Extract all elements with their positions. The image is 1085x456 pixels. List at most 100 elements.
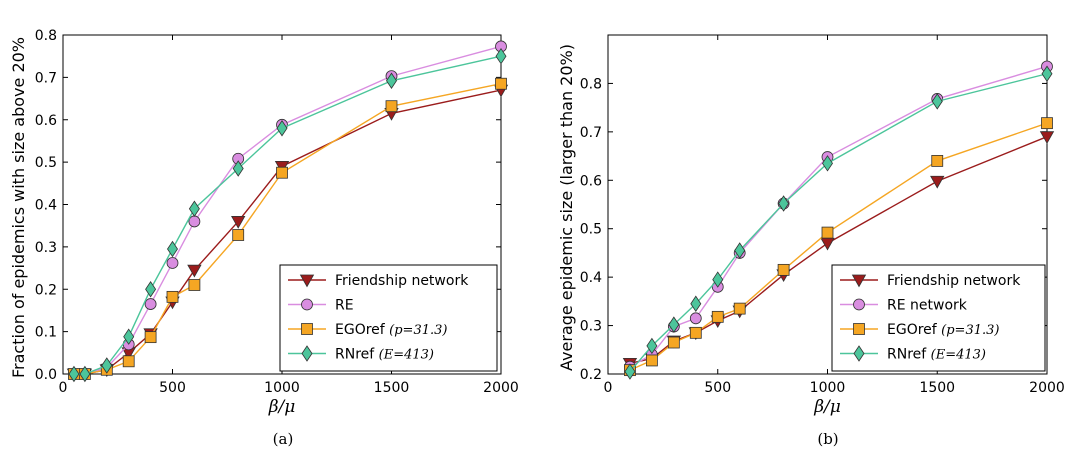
data-point <box>187 264 202 278</box>
legend: Friendship network RE EGOref (p=31.3) RNref… <box>279 264 498 372</box>
data-point <box>1041 65 1053 82</box>
legend-marker <box>851 274 867 288</box>
series-line <box>629 65 1048 368</box>
x-tick-label: 1500 <box>919 380 955 396</box>
legend-label: Friendship network <box>335 273 469 289</box>
data-point <box>122 355 135 368</box>
y-tick-label: 0.4 <box>580 270 602 286</box>
y-tick-label: 0.5 <box>580 222 602 238</box>
x-axis-label: β/μ <box>813 397 841 417</box>
series-line <box>629 136 1048 365</box>
series-3 <box>624 117 1053 377</box>
data-point <box>931 155 944 167</box>
legend-label: Friendship network <box>887 273 1021 289</box>
x-tick-label: 500 <box>159 380 186 396</box>
data-point <box>624 363 636 380</box>
legend-label: EGOref (p=31.3) <box>335 322 447 338</box>
y-tick-label: 0.2 <box>580 367 602 383</box>
y-tick-label: 0.7 <box>35 70 57 86</box>
legend-marker <box>853 345 865 362</box>
legend-marker <box>853 323 865 335</box>
x-tick-label: 1000 <box>264 380 300 396</box>
y-tick-label: 0.3 <box>35 240 57 256</box>
data-point <box>690 295 702 312</box>
data-point <box>144 298 157 310</box>
series-4 <box>68 47 507 383</box>
data-point <box>1039 131 1055 145</box>
series-4 <box>624 65 1053 380</box>
legend-label: RE <box>335 298 354 314</box>
x-axis-label: β/μ <box>268 397 296 417</box>
panel-caption: (a) <box>273 430 294 448</box>
y-tick-label: 0.5 <box>35 155 57 171</box>
legend-marker <box>301 345 313 362</box>
x-tick-label: 0 <box>59 380 68 396</box>
x-tick-label: 1500 <box>374 380 410 396</box>
x-tick-label: 1000 <box>810 380 846 396</box>
y-tick-label: 0.0 <box>35 367 57 383</box>
x-tick-label: 500 <box>704 380 731 396</box>
legend-label: RE network <box>887 298 968 314</box>
data-point <box>931 93 943 110</box>
data-point <box>144 331 157 344</box>
x-tick-label: 0 <box>604 380 613 396</box>
data-point <box>232 229 245 241</box>
legend-label: RNref (E=413) <box>335 347 434 363</box>
panel-b: 0 500 1000 1500 2000 0.2 0.3 0.4 0.5 0.6 0.7 0.8 β/μ… <box>557 34 1065 448</box>
y-tick-label: 0.6 <box>35 113 57 129</box>
data-point <box>689 312 702 325</box>
data-point <box>188 215 201 228</box>
y-axis-label: Fraction of epidemics with size above 20… <box>9 37 28 378</box>
data-point <box>167 240 178 258</box>
data-point <box>188 279 201 291</box>
data-point <box>1041 117 1053 130</box>
data-point <box>68 365 80 383</box>
data-point <box>646 354 658 367</box>
data-point <box>123 328 135 345</box>
panel-caption: (b) <box>817 430 838 448</box>
legend-marker <box>299 274 315 288</box>
data-point <box>495 47 507 65</box>
y-tick-label: 0.2 <box>35 282 57 298</box>
data-point <box>689 326 702 339</box>
data-point <box>777 263 790 276</box>
panel-a: 0 500 1000 1500 2000 0.0 0.1 0.2 0.3 0.4 0.5 0.6 0.7… <box>9 28 519 448</box>
data-point <box>822 155 833 172</box>
data-point <box>276 120 288 137</box>
y-tick-label: 0.8 <box>35 28 57 44</box>
data-point <box>188 200 200 217</box>
y-tick-label: 0.7 <box>580 125 602 141</box>
y-tick-label: 0.6 <box>580 173 602 189</box>
data-point <box>711 310 724 323</box>
y-tick-label: 0.8 <box>580 76 602 92</box>
data-point <box>145 281 157 298</box>
data-point <box>386 72 397 89</box>
y-tick-label: 0.1 <box>35 325 57 341</box>
legend: Friendship network RE network EGOref (p=31… <box>831 264 1046 372</box>
data-point <box>733 302 746 315</box>
legend-label: RNref (E=413) <box>887 347 986 363</box>
data-point <box>821 226 834 239</box>
data-point <box>166 290 179 303</box>
data-point <box>646 337 658 355</box>
legend-label: EGOref (p=31.3) <box>887 322 999 338</box>
data-point <box>385 100 398 113</box>
y-axis-label: Average epidemic size (larger than 20%) <box>557 44 576 371</box>
data-point <box>667 336 680 349</box>
data-point <box>778 195 790 212</box>
legend-marker <box>301 298 313 311</box>
data-point <box>166 257 179 269</box>
data-point <box>495 77 507 90</box>
series-line <box>629 122 1048 371</box>
data-point <box>232 160 244 177</box>
data-point <box>101 357 113 374</box>
data-point <box>231 216 246 229</box>
series-line <box>629 73 1048 373</box>
x-tick-label: 2000 <box>1029 380 1065 396</box>
data-point <box>930 175 945 189</box>
data-point <box>734 242 746 259</box>
y-tick-label: 0.4 <box>35 198 57 214</box>
legend-marker <box>301 323 313 335</box>
data-point <box>276 166 288 179</box>
